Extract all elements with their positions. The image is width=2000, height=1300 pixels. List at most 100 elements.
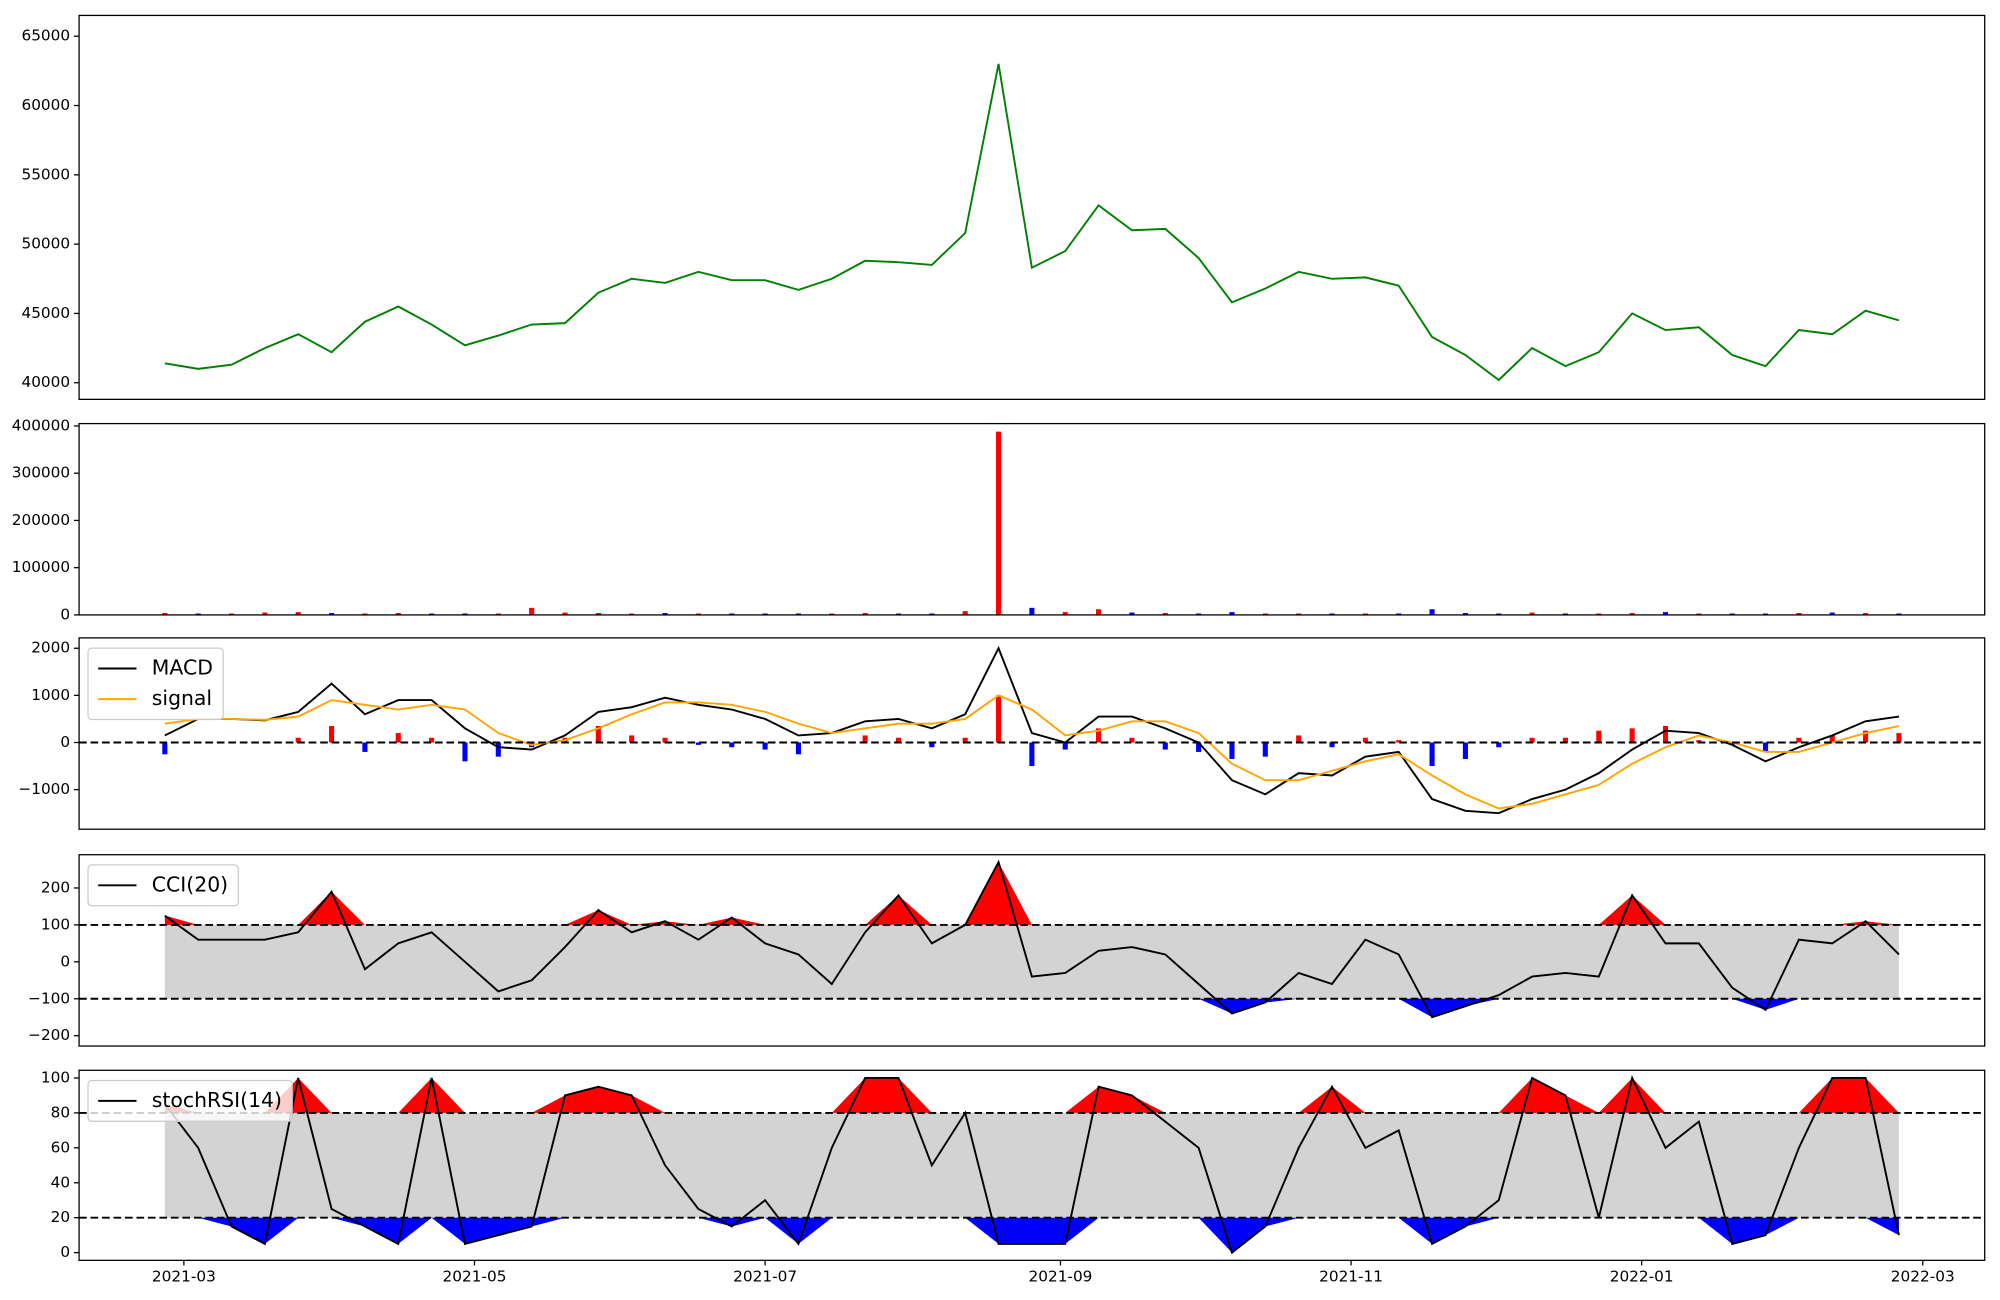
histogram-bar <box>1229 742 1235 759</box>
histogram-bar <box>862 735 868 743</box>
histogram-bar <box>1896 733 1902 743</box>
series-line <box>164 645 1900 815</box>
y-tick-label: 0 <box>60 733 70 751</box>
y-tick-label: 300000 <box>12 464 70 482</box>
volume-bar <box>1296 613 1302 615</box>
histogram-bar <box>1796 737 1802 743</box>
volume-bar <box>962 611 968 615</box>
histogram-bar <box>1496 742 1502 748</box>
y-tick-label: 20 <box>51 1208 70 1226</box>
legend-label: CCI(20) <box>152 872 228 896</box>
volume-bar <box>1696 613 1702 615</box>
panel-frame <box>78 14 1986 400</box>
histogram-bar <box>162 742 168 755</box>
y-tick-label: 45000 <box>21 304 70 322</box>
volume-bar <box>1262 613 1268 615</box>
y-tick-label: 400000 <box>12 416 70 434</box>
volume-bar <box>995 431 1002 615</box>
volume-bar <box>429 613 435 615</box>
volume-bar <box>329 613 335 615</box>
oversold-fill <box>164 998 1899 1018</box>
volume-bar <box>1729 613 1735 615</box>
histogram-bar <box>1129 737 1135 743</box>
histogram-bar <box>1362 737 1368 743</box>
volume-bar <box>862 613 868 615</box>
histogram-bar <box>1429 742 1435 767</box>
y-tick-label: 65000 <box>21 27 70 45</box>
volume-bar <box>695 613 701 615</box>
volume-bar <box>1496 613 1502 615</box>
y-tick-label: 1000 <box>31 686 70 704</box>
legend-label: stochRSI(14) <box>152 1088 282 1112</box>
volume-bar <box>1762 613 1769 615</box>
y-tick-label: 100000 <box>12 558 70 576</box>
histogram-bar <box>762 742 768 750</box>
histogram-bar <box>362 742 368 752</box>
volume-bar <box>529 607 535 615</box>
volume-bar <box>495 613 501 615</box>
histogram-bar <box>1396 740 1402 743</box>
histogram-bar <box>1196 742 1202 752</box>
histogram-bar <box>1329 742 1335 748</box>
volume-bar <box>1229 612 1235 615</box>
histogram-bar <box>595 726 601 743</box>
volume-bar <box>1329 613 1335 615</box>
volume-bar <box>1162 613 1168 615</box>
volume-bar <box>295 612 301 615</box>
y-tick-label: 0 <box>60 1243 70 1261</box>
x-tick-label: 2021-11 <box>1319 1267 1383 1285</box>
price-line <box>164 63 1900 382</box>
y-tick-label: 60000 <box>21 96 70 114</box>
histogram-bar <box>1296 735 1302 743</box>
histogram-bar <box>462 742 468 762</box>
y-tick-label: 0 <box>60 605 70 623</box>
volume-bar <box>1796 613 1802 615</box>
histogram-bar <box>1529 737 1535 743</box>
legend-box <box>87 864 239 907</box>
series-line <box>164 1075 1900 1255</box>
y-tick-label: 50000 <box>21 235 70 253</box>
neutral-band <box>164 924 1899 999</box>
neutral-band <box>164 1112 1899 1218</box>
histogram-bar <box>962 737 968 743</box>
histogram-bar <box>1029 742 1035 767</box>
overbought-fill <box>164 862 1899 925</box>
overbought-fill <box>164 1077 1899 1113</box>
volume-bar <box>262 612 268 615</box>
histogram-bar <box>495 742 501 757</box>
volume-bar <box>1596 613 1602 615</box>
volume-bar <box>228 613 235 615</box>
histogram-bar <box>329 726 335 743</box>
y-tick-label: 200 <box>41 878 70 896</box>
volume-bar <box>895 613 902 615</box>
histogram-bar <box>1062 742 1068 750</box>
y-tick-label: 40000 <box>21 373 70 391</box>
x-tick-label: 2021-03 <box>152 1267 216 1285</box>
volume-bar <box>1029 607 1035 615</box>
legend-box <box>87 1079 293 1122</box>
volume-bar <box>1062 612 1068 615</box>
volume-bar <box>662 613 668 615</box>
y-tick-label: −200 <box>28 1026 70 1044</box>
volume-bar <box>929 613 935 615</box>
y-tick-label: 40 <box>51 1173 70 1191</box>
histogram-bar <box>1262 742 1268 757</box>
histogram-bar <box>1729 742 1735 745</box>
legend-label: signal <box>152 686 212 710</box>
volume-bar <box>162 613 168 615</box>
volume-bar <box>1896 613 1902 615</box>
volume-bar <box>795 613 802 615</box>
legend-box <box>87 647 224 721</box>
volume-bar <box>1629 613 1635 615</box>
volume-bar <box>462 613 468 615</box>
y-tick-label: 2000 <box>31 639 70 657</box>
histogram-bar <box>1662 726 1669 743</box>
legend-label: MACD <box>152 655 213 679</box>
volume-bar <box>829 613 835 615</box>
volume-bar <box>595 613 601 615</box>
y-tick-label: −100 <box>28 989 70 1007</box>
histogram-bar <box>1863 730 1869 743</box>
histogram-bar <box>1629 728 1635 743</box>
histogram-bar <box>729 742 735 748</box>
